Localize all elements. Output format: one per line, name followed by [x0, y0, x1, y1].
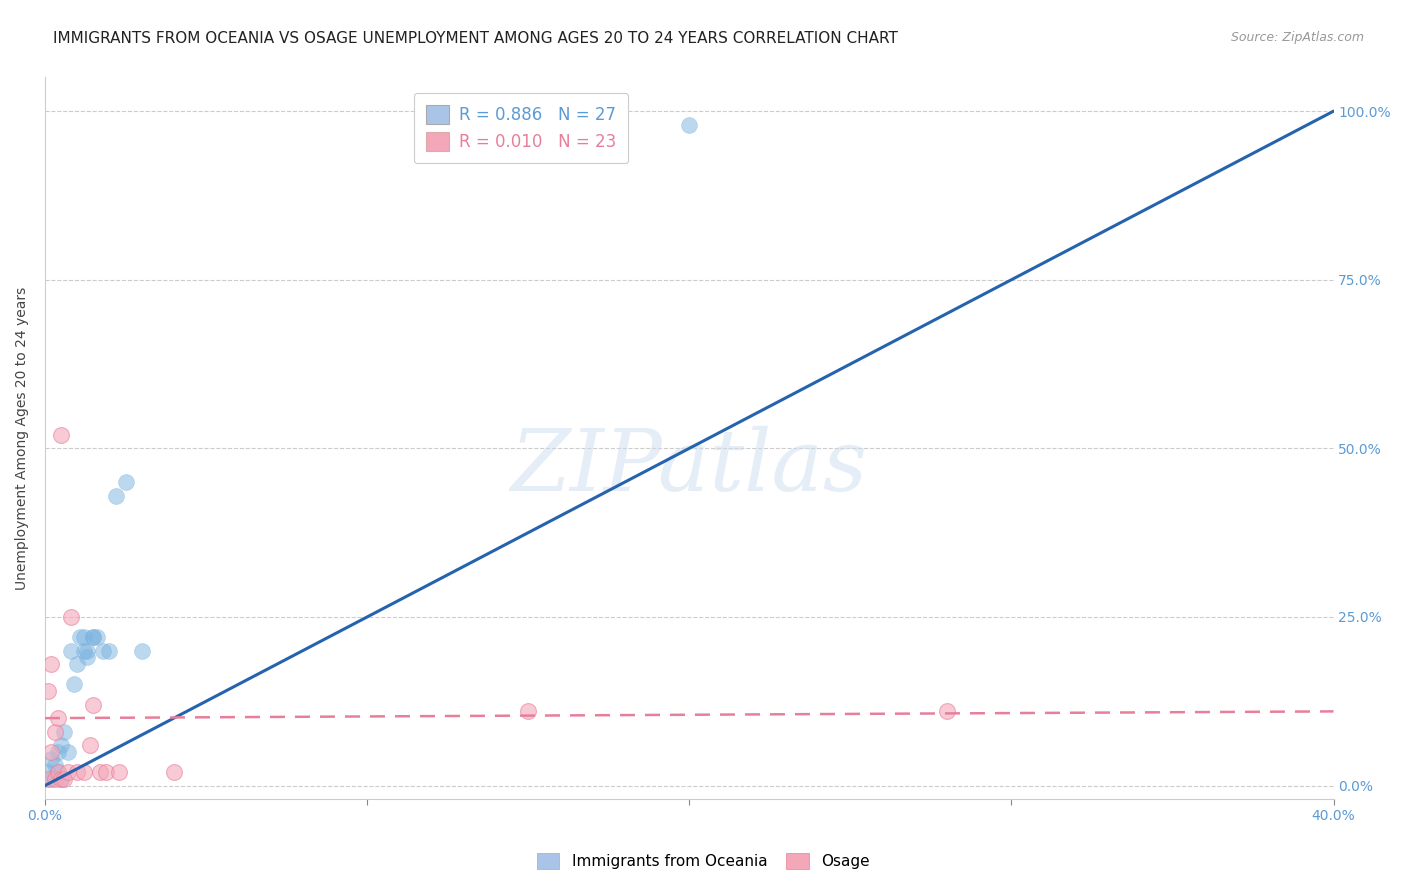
Point [44, 724, 66, 739]
Text: ZIPatlas: ZIPatlas [510, 425, 868, 508]
Point [86, 630, 108, 644]
Legend: R = 0.886   N = 27, R = 0.010   N = 23: R = 0.886 N = 27, R = 0.010 N = 23 [415, 93, 628, 163]
Point [41, 745, 63, 759]
Point [82, 698, 104, 712]
Point [104, 489, 127, 503]
Point [79, 738, 101, 752]
Point [59, 643, 82, 657]
Point [76, 650, 98, 665]
Point [37, 772, 59, 786]
Point [66, 765, 89, 780]
Text: IMMIGRANTS FROM OCEANIA VS OSAGE UNEMPLOYMENT AMONG AGES 20 TO 24 YEARS CORRELAT: IMMIGRANTS FROM OCEANIA VS OSAGE UNEMPLO… [53, 31, 898, 46]
Point [53, 724, 76, 739]
Point [37, 765, 59, 780]
Point [37, 684, 59, 698]
Point [66, 657, 89, 672]
Text: Source: ZipAtlas.com: Source: ZipAtlas.com [1230, 31, 1364, 45]
Point [114, 475, 136, 489]
Point [69, 630, 91, 644]
Point [56, 765, 79, 780]
Point [41, 751, 63, 765]
Point [53, 772, 76, 786]
Point [72, 630, 94, 644]
Point [46, 765, 69, 780]
Point [936, 705, 959, 719]
Point [49, 772, 72, 786]
Point [72, 765, 94, 780]
Point [89, 765, 111, 780]
Point [517, 705, 540, 719]
Point [108, 765, 131, 780]
Point [131, 643, 153, 657]
Point [56, 745, 79, 759]
Point [41, 772, 63, 786]
Legend: Immigrants from Oceania, Osage: Immigrants from Oceania, Osage [530, 847, 876, 875]
Point [63, 677, 86, 691]
Point [49, 772, 72, 786]
Point [59, 610, 82, 624]
Point [678, 118, 700, 132]
Point [41, 657, 63, 672]
Point [82, 630, 104, 644]
Point [163, 765, 186, 780]
Y-axis label: Unemployment Among Ages 20 to 24 years: Unemployment Among Ages 20 to 24 years [15, 286, 30, 590]
Point [46, 745, 69, 759]
Point [98, 643, 121, 657]
Point [91, 643, 114, 657]
Point [46, 711, 69, 725]
Point [72, 643, 94, 657]
Point [46, 765, 69, 780]
Point [96, 765, 118, 780]
Point [76, 643, 98, 657]
Point [49, 738, 72, 752]
Point [44, 772, 66, 786]
Point [49, 428, 72, 442]
Point [44, 758, 66, 772]
Point [82, 630, 104, 644]
